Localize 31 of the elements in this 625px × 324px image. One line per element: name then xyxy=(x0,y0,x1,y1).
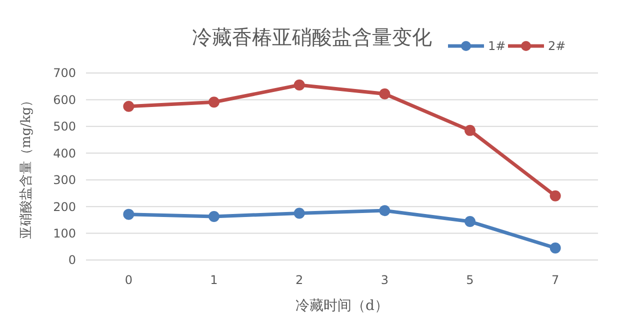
point xyxy=(208,210,220,222)
point xyxy=(464,124,476,136)
point xyxy=(123,208,134,220)
y-tick-label: 500 xyxy=(53,120,76,134)
legend-label: 1# xyxy=(488,39,506,54)
chart-title: 冷藏香椿亚硝酸盐含量变化 xyxy=(192,25,432,49)
x-tick-label: 2 xyxy=(296,273,304,287)
x-tick-label: 5 xyxy=(466,273,474,287)
y-tick-label: 200 xyxy=(53,200,76,214)
point xyxy=(123,100,134,112)
x-tick-label: 1 xyxy=(210,273,218,287)
point xyxy=(294,208,305,219)
y-tick-label: 300 xyxy=(53,173,76,188)
y-tick-label: 400 xyxy=(53,146,76,160)
y-tick-label: 700 xyxy=(53,66,76,80)
point xyxy=(550,242,561,254)
y-tick-label: 0 xyxy=(68,253,76,268)
x-tick-label: 0 xyxy=(124,273,132,287)
point xyxy=(208,96,220,108)
x-tick-label: 3 xyxy=(380,273,388,287)
point xyxy=(379,88,390,100)
x-tick-label: 7 xyxy=(552,273,560,287)
y-tick-label: 600 xyxy=(53,92,76,107)
point xyxy=(550,190,561,202)
point xyxy=(464,216,476,228)
y-tick-label: 100 xyxy=(53,226,76,240)
legend-label: 2# xyxy=(548,39,566,54)
x-axis-title: 冷藏时间（d） xyxy=(296,298,388,314)
point xyxy=(294,80,305,91)
point xyxy=(379,205,390,216)
y-axis-title: 亚硝酸盐含量（mg/kg） xyxy=(19,94,34,240)
